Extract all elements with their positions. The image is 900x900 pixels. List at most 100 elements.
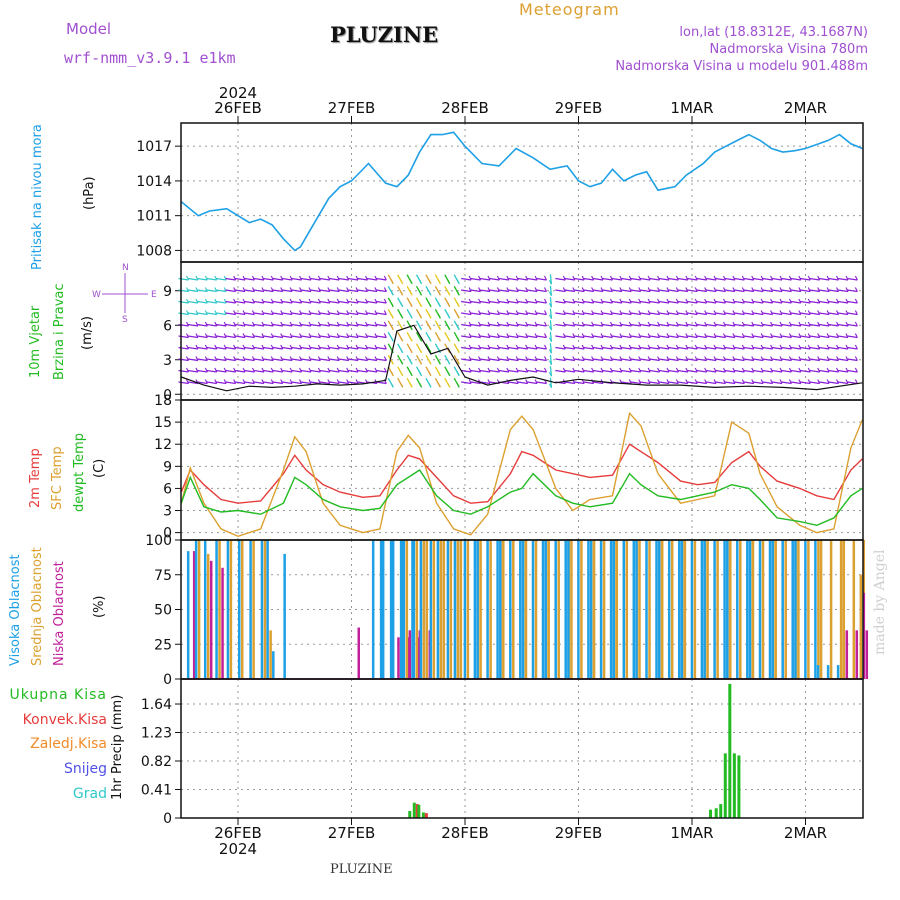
date-label-top: 28FEB xyxy=(441,99,488,117)
wind-barb xyxy=(677,323,688,327)
wind-barb xyxy=(809,381,820,385)
cloud-bar xyxy=(791,540,794,679)
wind-barb-flag xyxy=(204,379,208,384)
wind-barb xyxy=(329,369,340,373)
wind-barb-flag xyxy=(280,310,284,315)
wind-barb xyxy=(225,358,236,362)
wind-barb-flag xyxy=(562,298,566,304)
wind-barb-flag xyxy=(355,298,359,304)
wind-barb xyxy=(753,335,764,339)
wind-barb-flag xyxy=(628,321,632,327)
wind-barb-flag xyxy=(638,344,642,350)
wind-barb-flag xyxy=(204,367,208,373)
wind-barb xyxy=(253,358,264,362)
wind-barb-flag xyxy=(327,379,331,384)
wind-barb-flag xyxy=(400,337,404,342)
wind-barb-flag xyxy=(506,356,510,361)
wind-barb-flag xyxy=(548,372,552,377)
wind-barb-flag xyxy=(195,356,199,361)
wind-barb-flag xyxy=(548,383,552,388)
wind-barb-flag xyxy=(581,287,585,292)
y-tick-label-temperature: 15 xyxy=(154,415,172,431)
wind-barb-flag xyxy=(299,275,303,281)
wind-barb xyxy=(828,369,839,373)
wind-barb xyxy=(489,277,500,281)
wind-barb xyxy=(762,358,773,362)
cloud-bar xyxy=(436,540,440,679)
wind-barb xyxy=(329,381,340,385)
wind-barb xyxy=(300,289,312,293)
cloud-bar xyxy=(729,540,732,679)
wind-barb xyxy=(244,346,255,350)
wind-barb-flag xyxy=(487,379,491,384)
wind-barb-flag xyxy=(572,321,576,327)
cloud-bar xyxy=(252,540,255,679)
wind-barb xyxy=(206,369,217,373)
wind-barb xyxy=(263,323,274,327)
wind-barb xyxy=(649,369,660,373)
wind-barb-flag xyxy=(779,367,783,373)
wind-barb xyxy=(300,369,312,373)
wind-barb xyxy=(347,335,359,339)
wind-barb-flag xyxy=(647,298,651,304)
wind-barb-flag xyxy=(327,344,331,350)
wind-barb-flag xyxy=(722,275,726,281)
wind-barb-flag xyxy=(214,287,218,292)
wind-barb xyxy=(526,277,538,281)
wind-barb-flag xyxy=(562,333,566,338)
wind-barb xyxy=(800,300,811,304)
cloud-bar xyxy=(381,540,385,679)
wind-barb-flag xyxy=(400,360,404,365)
cloud-bar xyxy=(397,637,400,679)
wind-barb-flag xyxy=(562,344,566,350)
wind-barb-flag xyxy=(826,333,830,338)
wind-barb-flag xyxy=(506,344,510,350)
cloud-bar xyxy=(524,540,528,679)
wind-barb xyxy=(602,312,613,316)
wind-barb xyxy=(724,289,736,293)
wind-barb-flag xyxy=(478,344,482,350)
wind-barb xyxy=(263,358,274,362)
wind-barb xyxy=(715,346,726,350)
cloud-bar xyxy=(797,540,800,679)
wind-barb-flag xyxy=(525,287,529,292)
wind-barb xyxy=(291,381,302,385)
wind-barb xyxy=(470,300,481,304)
wind-barb xyxy=(461,369,472,373)
wind-barb xyxy=(526,289,538,293)
wind-barb-flag xyxy=(713,275,717,281)
wind-barb xyxy=(310,358,321,362)
wind-barb-flag xyxy=(186,321,190,327)
wind-barb-flag xyxy=(770,275,774,281)
wind-barb xyxy=(809,277,820,281)
wind-barb-flag xyxy=(478,298,482,304)
wind-barb-flag xyxy=(506,321,510,327)
wind-barb-flag xyxy=(214,333,218,338)
wind-barb-flag xyxy=(619,275,623,281)
wind-barb xyxy=(555,323,566,327)
wind-barb-flag xyxy=(317,344,321,350)
wind-barb-flag xyxy=(779,379,783,384)
wind-barb xyxy=(282,358,293,362)
wind-barb-flag xyxy=(355,333,359,338)
wind-barb-flag xyxy=(628,356,632,361)
cloud-bar xyxy=(422,540,426,679)
wind-barb-flag xyxy=(327,275,331,281)
cloud-bar xyxy=(412,540,416,679)
cloud-bar xyxy=(602,540,606,679)
wind-barb xyxy=(574,346,585,350)
wind-barb-flag xyxy=(647,333,651,338)
wind-barb-flag xyxy=(609,310,613,315)
wind-barb-flag xyxy=(447,302,451,307)
date-label-top: 29FEB xyxy=(555,99,602,117)
y-tick-label-temperature: 9 xyxy=(163,459,172,475)
wind-barb xyxy=(376,289,387,293)
wind-barb-flag xyxy=(836,379,840,384)
wind-barb-flag xyxy=(289,298,293,304)
wind-barb xyxy=(329,300,340,304)
wind-barb xyxy=(319,289,330,293)
wind-barb-flag xyxy=(223,321,227,327)
wind-barb-flag xyxy=(365,310,369,315)
wind-barb-flag xyxy=(760,287,764,292)
precip-bar xyxy=(732,753,736,818)
